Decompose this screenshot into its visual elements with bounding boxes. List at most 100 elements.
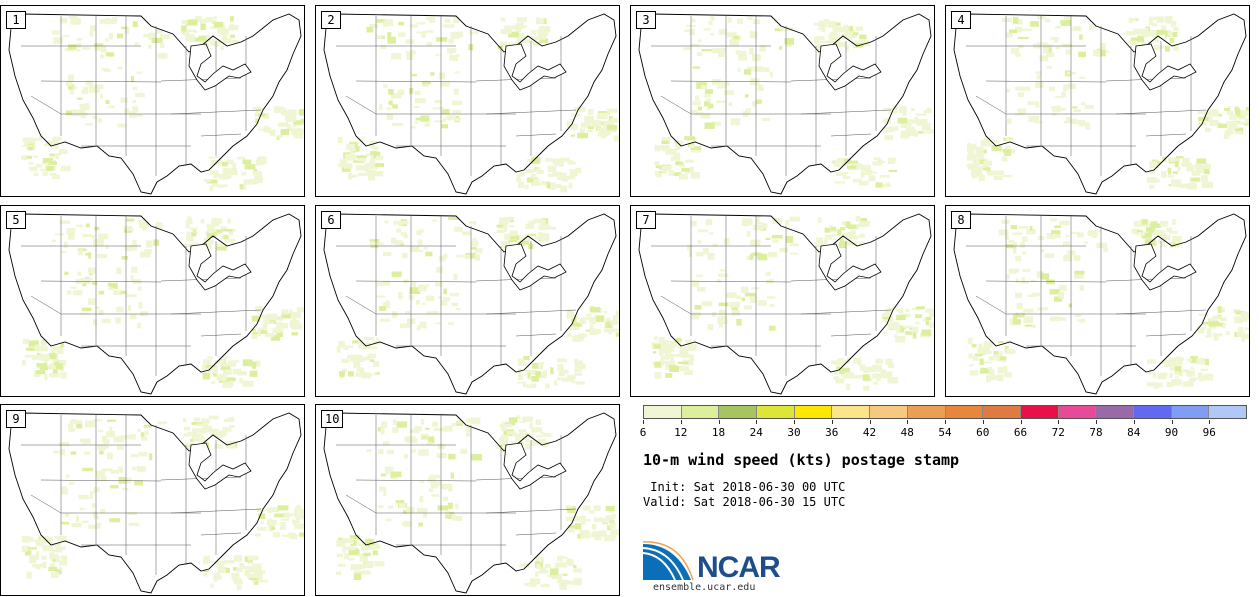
coastline <box>323 13 617 195</box>
state-border <box>30 494 62 514</box>
state-border <box>200 532 242 536</box>
colorbar-cell <box>1133 406 1172 418</box>
state-border <box>975 295 1007 315</box>
member-panel-7: 7 <box>630 205 935 397</box>
map-canvas <box>8 13 304 195</box>
state-border <box>345 95 377 115</box>
great-lakes <box>188 43 252 91</box>
colorbar-tick-label: 6 <box>639 426 647 439</box>
colorbar-tick <box>680 420 682 424</box>
state-border <box>40 280 162 283</box>
coastline <box>8 213 302 395</box>
colorbar-tick <box>945 420 946 424</box>
great-lakes <box>818 243 882 291</box>
colorbar-cell <box>870 406 908 418</box>
member-label: 7 <box>636 211 656 229</box>
state-border <box>830 133 872 137</box>
state-border <box>670 80 792 83</box>
state-border <box>485 508 577 514</box>
member-label: 1 <box>6 11 26 29</box>
colorbar-cell <box>757 406 795 418</box>
colorbar-tick-label: 24 <box>749 426 763 439</box>
member-panel-3: 3 <box>630 5 935 197</box>
wind-shading <box>651 216 934 391</box>
colorbar-tick-label: 84 <box>1127 426 1141 439</box>
ncar-wordmark: NCAR <box>697 551 781 584</box>
colorbar-cell <box>945 406 984 418</box>
member-label: 5 <box>6 211 26 229</box>
state-border <box>170 309 262 315</box>
great-lakes <box>503 43 567 91</box>
state-border <box>975 95 1007 115</box>
coastline <box>323 213 617 395</box>
state-border <box>345 295 377 315</box>
wind-shading <box>336 217 619 389</box>
site-url: ensemble.ucar.edu <box>653 582 756 593</box>
state-border <box>200 333 242 337</box>
map-canvas <box>8 412 304 594</box>
colorbar-tick-label: 72 <box>1051 426 1065 439</box>
member-panel-9: 9 <box>0 404 305 596</box>
colorbar-cell <box>983 406 1021 418</box>
state-border <box>1115 109 1207 115</box>
colorbar-tick <box>718 420 720 424</box>
map-canvas <box>8 213 304 395</box>
colorbar-cell <box>794 406 833 418</box>
colorbar-tick-label: 42 <box>862 426 877 439</box>
member-panel-8: 8 <box>945 205 1250 397</box>
state-border <box>485 309 577 315</box>
map-canvas <box>323 213 619 395</box>
wind-shading <box>337 16 619 193</box>
member-panel-10: 10 <box>315 404 620 596</box>
colorbar-tick <box>756 420 758 424</box>
member-label: 6 <box>321 211 341 229</box>
state-border <box>800 309 892 315</box>
colorbar-tick <box>869 420 871 424</box>
great-lakes <box>503 243 567 291</box>
coastline <box>8 412 302 594</box>
member-label: 3 <box>636 11 656 29</box>
colorbar-tick <box>643 420 644 424</box>
wind-shading <box>968 218 1249 389</box>
state-border <box>515 333 557 337</box>
state-border <box>200 133 242 137</box>
colorbar-cell <box>1096 406 1134 418</box>
state-border <box>1115 309 1207 315</box>
coastline <box>953 13 1247 195</box>
colorbar-cell <box>1058 406 1097 418</box>
state-border <box>485 109 577 115</box>
member-panel-4: 4 <box>945 5 1250 197</box>
wind-shading <box>336 415 619 590</box>
state-border <box>30 295 62 315</box>
map-canvas <box>638 213 934 395</box>
wind-shading <box>21 16 304 192</box>
colorbar-tick <box>907 420 909 424</box>
colorbar-tick <box>1058 420 1060 424</box>
member-panel-6: 6 <box>315 205 620 397</box>
member-label: 10 <box>321 410 344 428</box>
colorbar-cell <box>1020 406 1059 418</box>
colorbar-tick-label: 36 <box>825 426 839 439</box>
map-canvas <box>638 13 934 195</box>
great-lakes <box>503 442 567 490</box>
map-canvas <box>953 213 1249 395</box>
map-canvas <box>323 412 619 594</box>
coastline <box>638 213 932 395</box>
wind-shading <box>22 216 304 388</box>
member-label: 2 <box>321 11 341 29</box>
colorbar <box>643 405 1247 419</box>
init-time: Init: Sat 2018-06-30 00 UTC <box>643 480 846 494</box>
colorbar-tick <box>1171 420 1173 424</box>
colorbar-tick-label: 96 <box>1202 426 1216 439</box>
wind-shading <box>654 16 934 188</box>
valid-time: Valid: Sat 2018-06-30 15 UTC <box>643 495 846 509</box>
map-canvas <box>323 13 619 195</box>
colorbar-cell <box>644 406 682 418</box>
member-panel-5: 5 <box>0 205 305 397</box>
state-border <box>355 479 477 482</box>
wind-shading <box>21 415 304 591</box>
ncar-logo-icon <box>643 541 694 581</box>
colorbar-tick-label: 78 <box>1089 426 1103 439</box>
great-lakes <box>188 442 252 490</box>
colorbar-tick-label: 54 <box>938 426 952 439</box>
